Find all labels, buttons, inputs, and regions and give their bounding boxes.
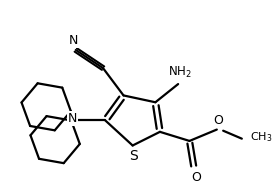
Text: S: S [129, 149, 138, 163]
Text: CH$_3$: CH$_3$ [250, 131, 272, 144]
Text: N: N [69, 33, 78, 47]
Text: O: O [191, 171, 201, 183]
Text: O: O [213, 114, 223, 127]
Text: N: N [68, 112, 77, 125]
Text: NH$_2$: NH$_2$ [168, 64, 192, 80]
